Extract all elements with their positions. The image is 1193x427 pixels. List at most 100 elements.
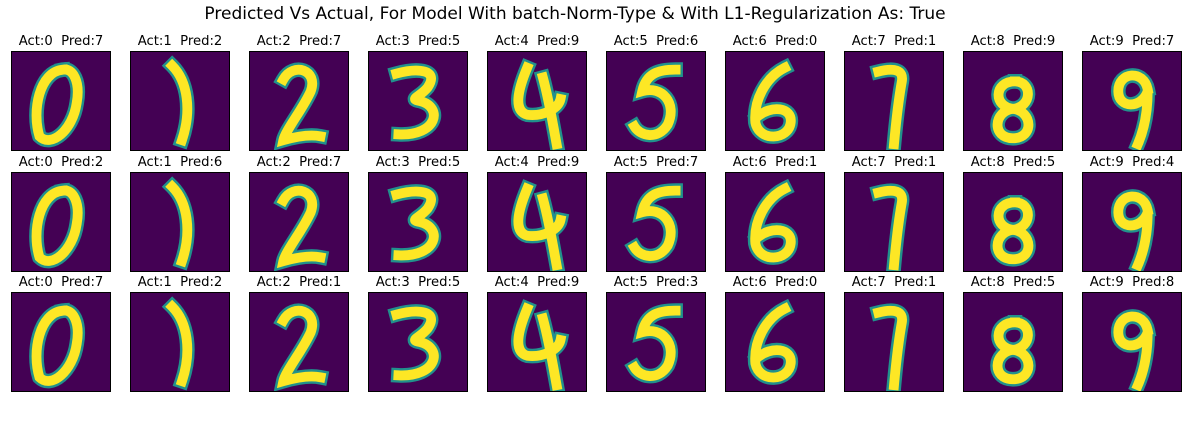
digit-stroke-graphic [624,183,683,264]
digit-panel: Act:7 Pred:1 [834,275,954,395]
digit-core [627,64,681,140]
digit-panel: Act:7 Pred:1 [834,155,954,275]
figure-title: Predicted Vs Actual, For Model With batc… [204,4,946,24]
panel-label: Act:6 Pred:0 [732,34,818,49]
digit-panel: Act:6 Pred:1 [715,155,835,275]
panel-label: Act:2 Pred:7 [256,34,342,49]
digit-stroke-graphic [511,179,570,271]
digit-stroke-graphic [511,299,570,391]
digit-stroke-graphic [990,195,1036,267]
digit-panel: Act:4 Pred:9 [477,34,597,154]
digit-stroke-graphic [869,62,910,150]
panel-label: Act:3 Pred:5 [375,155,461,170]
digit-panel: Act:5 Pred:6 [596,34,716,154]
panel-label: Act:4 Pred:9 [494,275,580,290]
digit-core [872,305,907,391]
digit-image [11,292,111,392]
digit-stroke-graphic [273,183,330,271]
digit-panel: Act:1 Pred:2 [120,34,240,154]
digit-image [844,172,944,272]
digit-image [11,172,111,272]
digit-image [368,51,468,151]
digit-core [513,182,567,271]
digit-stroke-graphic [29,182,85,269]
digit-image [1082,292,1182,392]
digit-panel: Act:5 Pred:3 [596,275,716,395]
digit-panel: Act:0 Pred:2 [1,155,121,275]
digit-stroke-graphic [1110,309,1157,391]
panel-label: Act:9 Pred:7 [1089,34,1175,49]
digit-core [165,179,193,268]
digit-panel: Act:3 Pred:5 [358,275,478,395]
digit-panel: Act:5 Pred:7 [596,155,716,275]
digit-stroke-graphic [624,62,683,143]
digit-core [390,186,439,261]
panel-label: Act:8 Pred:9 [970,34,1056,49]
digit-stroke-graphic [746,178,799,265]
panel-label: Act:7 Pred:1 [851,34,937,49]
digit-core [750,61,796,142]
digit-core [627,185,681,261]
digit-panel: Act:8 Pred:5 [953,155,1073,275]
digit-image [130,292,230,392]
digit-stroke-graphic [511,58,570,150]
digit-stroke-graphic [1110,189,1157,271]
panel-label: Act:9 Pred:8 [1089,275,1175,290]
digit-stroke-graphic [161,55,195,150]
digit-panel: Act:1 Pred:2 [120,275,240,395]
panel-label: Act:1 Pred:6 [137,155,223,170]
digit-stroke-graphic [1110,68,1157,150]
panel-label: Act:0 Pred:7 [18,275,104,290]
panel-label: Act:9 Pred:4 [1089,155,1175,170]
panel-label: Act:3 Pred:5 [375,34,461,49]
digit-stroke-graphic [387,63,442,142]
panel-label: Act:6 Pred:1 [732,155,818,170]
digit-image [249,172,349,272]
digit-panel: Act:0 Pred:7 [1,275,121,395]
digit-stroke-graphic [273,303,330,391]
digit-core [627,305,681,381]
panel-label: Act:4 Pred:9 [494,155,580,170]
digit-image [963,172,1063,272]
digit-image [249,51,349,151]
digit-stroke-graphic [746,57,799,144]
digit-panel: Act:9 Pred:4 [1072,155,1192,275]
panel-label: Act:5 Pred:7 [613,155,699,170]
digit-core [165,58,193,147]
digit-panel: Act:7 Pred:1 [834,34,954,154]
digit-panel: Act:2 Pred:1 [239,275,359,395]
digit-panel: Act:0 Pred:7 [1,34,121,154]
digit-stroke-graphic [990,74,1036,146]
digit-core [750,182,796,263]
panel-label: Act:6 Pred:0 [732,275,818,290]
digit-image [130,51,230,151]
digit-image [249,292,349,392]
panel-label: Act:7 Pred:1 [851,275,937,290]
digit-core [390,65,439,140]
digit-stroke-graphic [869,303,910,391]
digit-image [1082,172,1182,272]
digit-core [276,185,327,269]
digit-panel: Act:4 Pred:9 [477,155,597,275]
digit-core [872,64,907,150]
digit-image [487,51,587,151]
panel-label: Act:8 Pred:5 [970,155,1056,170]
panel-label: Act:1 Pred:2 [137,34,223,49]
digit-core [513,302,567,391]
digit-core [276,305,327,389]
digit-core [1113,70,1154,150]
panel-label: Act:0 Pred:2 [18,155,104,170]
digit-panel: Act:9 Pred:7 [1072,34,1192,154]
digit-core [1113,311,1154,391]
digit-image [11,51,111,151]
digit-panel: Act:4 Pred:9 [477,275,597,395]
digit-image [844,51,944,151]
digit-image [963,51,1063,151]
digit-panel: Act:6 Pred:0 [715,34,835,154]
digit-panel: Act:3 Pred:5 [358,155,478,275]
digit-panel: Act:1 Pred:6 [120,155,240,275]
digit-image [606,51,706,151]
digit-stroke-graphic [273,62,330,150]
digit-stroke-graphic [624,303,683,384]
digit-panel: Act:2 Pred:7 [239,34,359,154]
